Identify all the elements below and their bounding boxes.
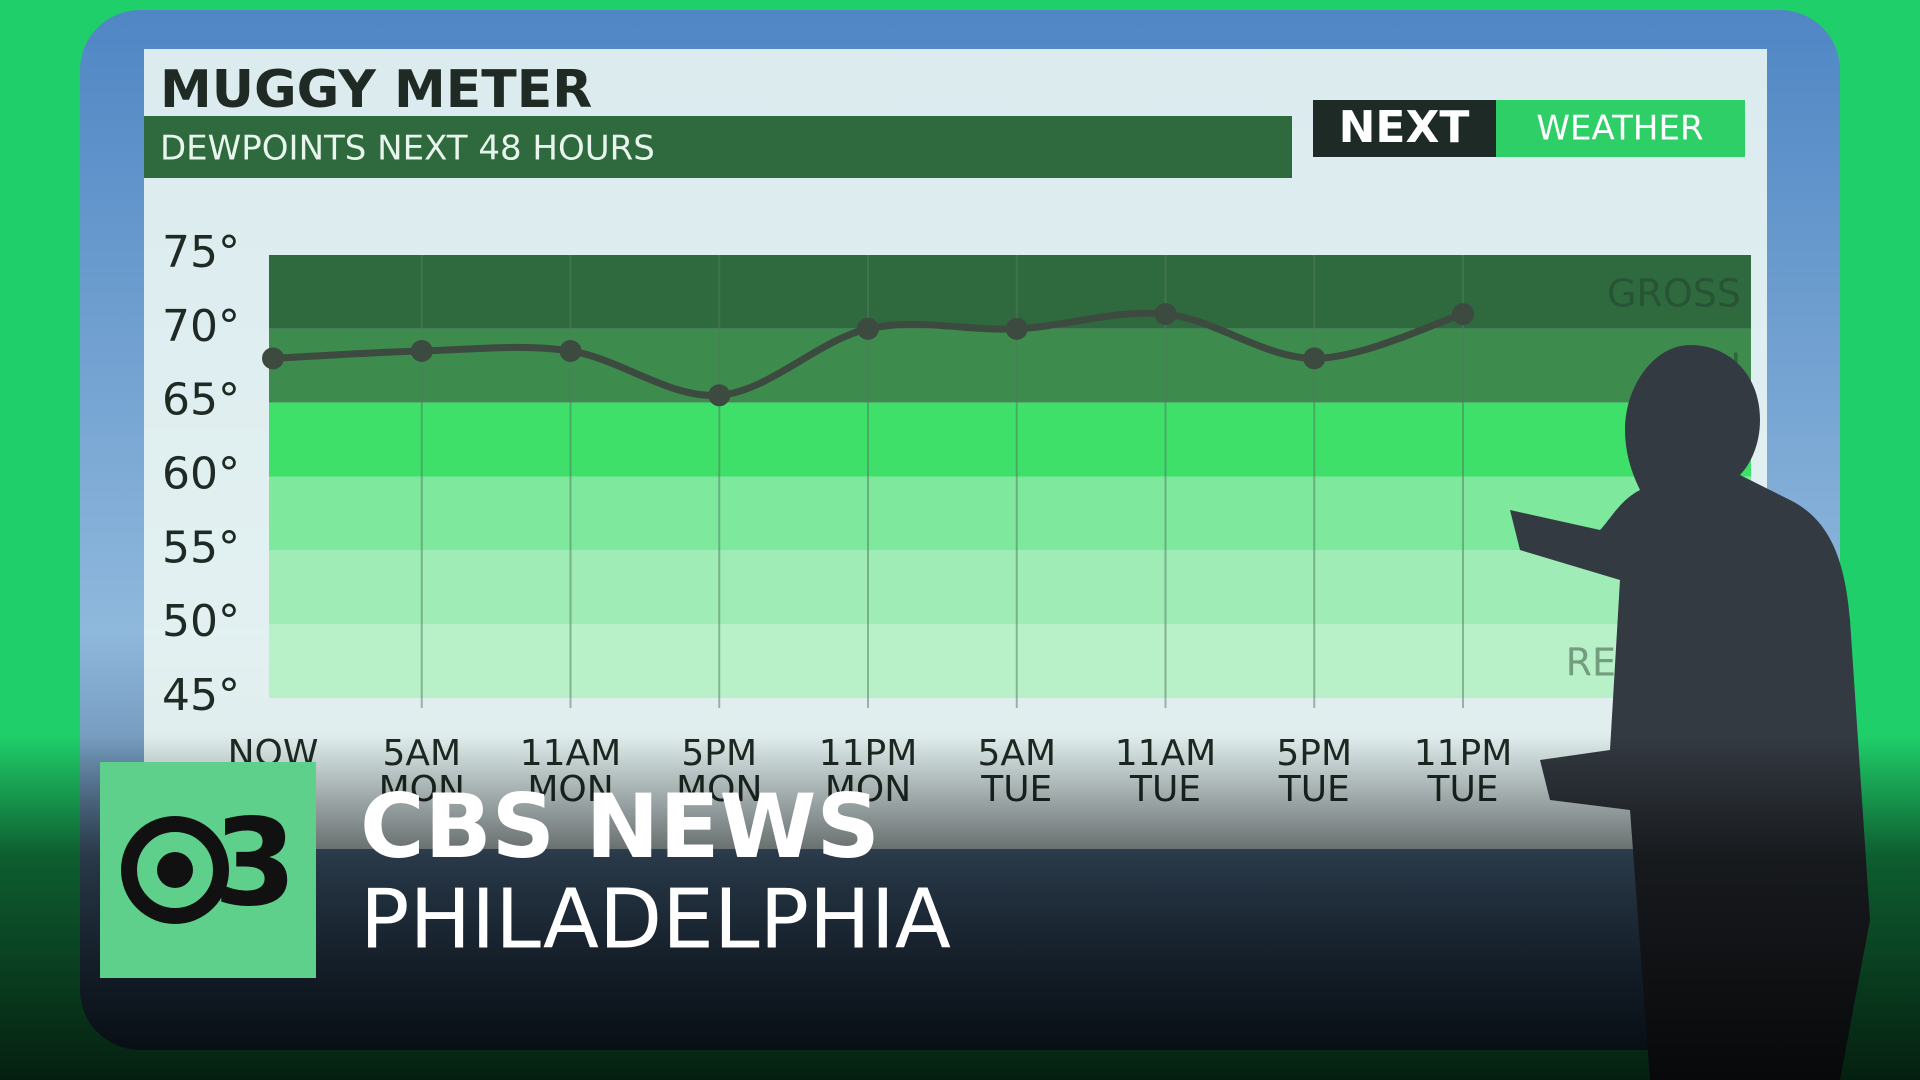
logo-weather-box bbox=[1496, 100, 1745, 157]
zone-label: GROSS bbox=[1607, 271, 1741, 315]
y-tick-label: 55° bbox=[162, 522, 240, 573]
cbs-eye bbox=[121, 816, 229, 924]
dewpoint-dot bbox=[262, 347, 284, 370]
zone-band bbox=[269, 255, 1751, 329]
chart-title: MUGGY METER bbox=[160, 60, 592, 120]
logo-next-box bbox=[1313, 100, 1496, 157]
y-tick-label: 75° bbox=[162, 227, 240, 278]
zone-band bbox=[269, 328, 1751, 403]
dewpoint-dot bbox=[1303, 347, 1326, 370]
y-tick-label: 60° bbox=[162, 449, 240, 500]
cbs-eye-pupil bbox=[157, 852, 193, 888]
chart-subtitle: DEWPOINTS NEXT 48 HOURS bbox=[160, 129, 655, 169]
dewpoint-dot bbox=[410, 339, 433, 362]
dewpoint-dot bbox=[1005, 317, 1028, 340]
y-tick-label: 50° bbox=[162, 596, 240, 647]
network-name: CBS NEWS bbox=[360, 775, 880, 878]
lower-third-shade bbox=[0, 735, 1920, 1080]
logo-next: NEXT bbox=[1339, 102, 1470, 153]
logo-weather: WEATHER bbox=[1536, 109, 1703, 149]
dewpoint-dot bbox=[708, 384, 731, 407]
zone-band bbox=[269, 402, 1751, 477]
zone-band bbox=[269, 550, 1751, 625]
city-name: PHILADELPHIA bbox=[360, 872, 951, 967]
dewpoint-dot bbox=[559, 339, 582, 362]
y-tick-label: 65° bbox=[162, 375, 240, 426]
zone-band bbox=[269, 476, 1751, 551]
y-tick-label: 70° bbox=[162, 301, 240, 352]
y-tick-label: 45° bbox=[162, 670, 240, 721]
subtitle-bar bbox=[144, 116, 1292, 178]
station-number: 3 bbox=[213, 795, 297, 934]
zone-band bbox=[269, 624, 1751, 698]
dewpoint-dot bbox=[1452, 303, 1474, 326]
dewpoint-dot bbox=[1154, 303, 1177, 326]
dewpoint-dot bbox=[857, 317, 879, 340]
